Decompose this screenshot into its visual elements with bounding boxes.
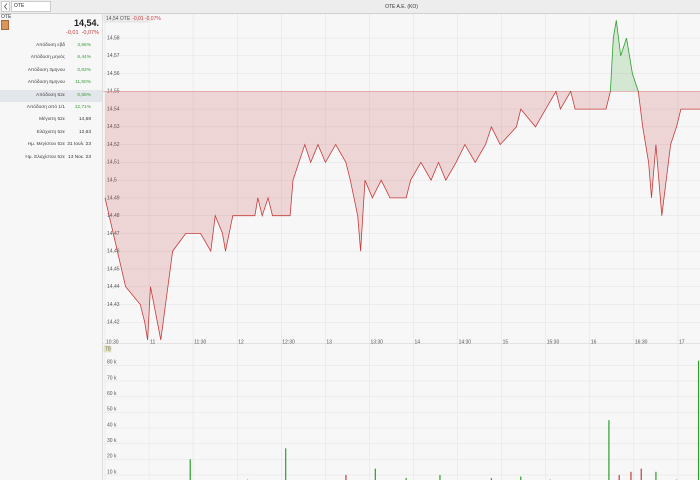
y-tick-label: 50 k (107, 407, 117, 413)
stat-row: Απόδοση 52ε 0,55% (0, 89, 102, 102)
y-tick-label: 20 k (107, 454, 117, 460)
stat-value: 14,68 (78, 117, 91, 123)
stat-row: Ημ. Ελαχίστου 52ε 13 Νοε. 23 (0, 152, 102, 164)
x-tick-label: 14 (415, 339, 421, 345)
x-tick-label: 12:30 (282, 339, 295, 345)
volume-bar (439, 474, 441, 480)
stat-row: Απόδοση 3μηνου 0,83% (0, 65, 102, 77)
stat-row: Ημ. Μεγίστου 52ε 31 Ιουλ. 23 (0, 139, 102, 151)
annotation-text: 14,54 OTE (106, 16, 131, 22)
x-tick-label: 10:30 (106, 339, 119, 345)
y-tick-label: 14,56 (107, 71, 120, 77)
y-tick-label: 40 k (107, 422, 117, 428)
x-tick-label: 14:30 (459, 339, 472, 345)
y-tick-label: 30 k (107, 438, 117, 444)
volume-bar (189, 459, 191, 480)
quote-panel: OTE 14,54. -0,01 -0,07% Απόδοση εβδ 3,56% Α… (0, 14, 103, 480)
y-tick-label: 70 k (107, 375, 117, 381)
y-tick-label: 80 k (107, 360, 117, 366)
change-abs: -0,01 (66, 30, 79, 36)
chart: 14,4214,4314,4414,4514,4614,4714,4814,49… (103, 14, 700, 480)
stat-label: Απόδοση από 1/1 (26, 105, 65, 110)
stat-value: 12,63 (78, 129, 91, 135)
volume-bar (490, 478, 492, 480)
chart-title: OTE A.E. (KO) (385, 4, 418, 10)
price-tag (103, 14, 149, 23)
stat-value: 12,71% (74, 105, 91, 110)
volume-bar (405, 478, 407, 480)
y-tick-label: 14,46 (107, 249, 120, 255)
price: 14,54. (73, 18, 99, 28)
y-tick-label: 14,44 (107, 284, 120, 290)
volume-bar (520, 476, 522, 480)
stat-value: 11,50% (75, 80, 91, 86)
x-tick-label: 13:30 (370, 339, 383, 345)
search-input[interactable]: OTE (11, 1, 51, 12)
y-tick-label: 14,57 (107, 53, 120, 59)
stat-row: Ελάχιστη 52ε 12,63 (0, 127, 102, 139)
stat-value: 6,44% (77, 55, 91, 61)
stat-label: Απόδοση 6μηνου (27, 80, 65, 86)
stat-label: Ημ. Μεγίστου 52ε (27, 142, 65, 148)
volume-bar (374, 468, 376, 480)
stat-label: Απόδοση 3μηνου (27, 67, 65, 73)
stat-row: Απόδοση από 1/1 12,71% (0, 102, 102, 114)
change-pct: -0,07% (81, 30, 99, 36)
stat-label: Ημ. Ελαχίστου 52ε (25, 154, 65, 160)
stat-row: Απόδοση εβδ 3,56% (0, 40, 102, 52)
stat-row: Απόδοση μηνός 6,44% (0, 52, 102, 64)
x-tick-label: 11:30 (194, 339, 206, 345)
price-line (104, 20, 700, 341)
y-tick-label: 14,58 (107, 35, 120, 41)
stat-label: Μέγιστη 52ε (39, 117, 65, 123)
y-tick-label: 60 k (107, 391, 117, 397)
stat-value: 0,83% (77, 67, 91, 73)
x-tick-label: 16 (591, 339, 597, 345)
y-tick-label: 14,45 (107, 266, 120, 272)
stat-label: Απόδοση εβδ (35, 43, 65, 48)
annotation-change: -0,01 -0,07% (132, 16, 161, 22)
volume-bar (608, 420, 610, 480)
y-tick-label: 14,42 (107, 320, 120, 326)
area-fill (105, 20, 700, 341)
stat-value: 31 Ιουλ. 23 (67, 142, 91, 148)
change: -0,01 -0,07% (63, 30, 99, 36)
toolbar: OTE OTE A.E. (KO) (0, 0, 700, 14)
volume-bar (640, 468, 642, 480)
x-tick-label: 11 (150, 339, 155, 345)
volume-bar (697, 360, 700, 480)
stat-label: Απόδοση 52ε (36, 92, 65, 98)
stat-value: 13 Νοε. 23 (68, 154, 91, 160)
volume-bar (285, 448, 287, 480)
stat-label: Απόδοση μηνός (30, 55, 65, 61)
back-icon (3, 3, 8, 10)
y-tick-label: 14,43 (107, 302, 120, 308)
x-tick-label: 13 (326, 339, 332, 345)
x-tick-label: 15:30 (547, 339, 560, 345)
volume-tag (103, 345, 112, 353)
stat-value: 3,56% (77, 43, 91, 48)
x-tick-label: 16:30 (635, 339, 648, 345)
stock-icon[interactable] (1, 20, 9, 30)
stat-row: Απόδοση 6μηνου 11,50% (0, 77, 102, 89)
volume-annotation: 70 (105, 347, 111, 353)
x-tick-label: 12 (238, 339, 244, 345)
volume-bar (618, 474, 620, 480)
symbol: OTE (1, 14, 12, 20)
x-tick-label: 17 (679, 339, 685, 345)
stat-value: 0,55% (77, 92, 91, 98)
volume-bar (655, 471, 657, 480)
back-button[interactable] (1, 1, 10, 12)
volume-bar (630, 471, 632, 480)
stat-label: Ελάχιστη 52ε (36, 129, 65, 135)
volume-bar (345, 474, 347, 480)
stat-row: Μέγιστη 52ε 14,68 (0, 114, 102, 126)
x-tick-label: 15 (503, 339, 509, 345)
price-annotation: 14,54 OTE -0,01 -0,07% (106, 16, 161, 22)
y-tick-label: 10 k (107, 469, 117, 475)
